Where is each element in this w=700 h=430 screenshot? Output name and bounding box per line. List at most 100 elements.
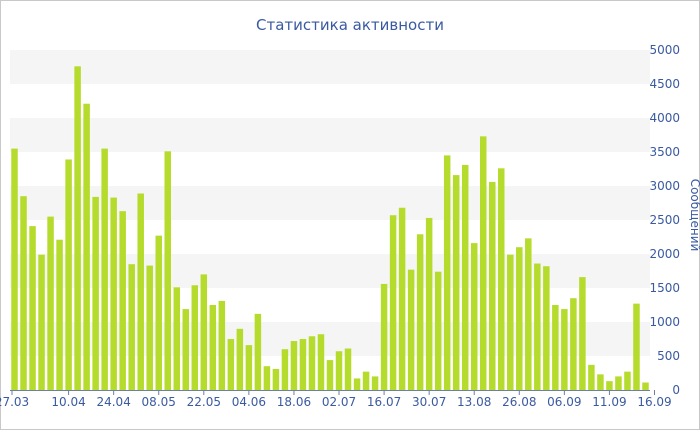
- bar: [308, 336, 316, 390]
- bar: [173, 287, 181, 390]
- bar: [380, 283, 388, 390]
- bar: [74, 66, 81, 390]
- y-tick-label: 4500: [649, 77, 680, 91]
- bar: [65, 159, 72, 390]
- bar: [561, 309, 568, 390]
- bar: [434, 271, 442, 390]
- bar: [335, 351, 343, 390]
- bar: [101, 148, 108, 390]
- bar: [371, 376, 379, 390]
- y-axis-ticks: 0 500 1000 1500 2000 2500 3000 3500 4000 4500 5000: [649, 43, 680, 397]
- chart-title: Статистика активности: [256, 16, 444, 34]
- x-tick-label: 04.06: [232, 395, 266, 409]
- bar: [489, 181, 496, 390]
- bar: [543, 266, 550, 390]
- x-tick-label: 06.09: [547, 395, 581, 409]
- x-tick-label: 24.04: [96, 395, 130, 409]
- grid-band: [10, 50, 650, 84]
- bar: [299, 339, 307, 390]
- bar: [290, 341, 298, 390]
- bar: [209, 305, 217, 390]
- bar: [642, 382, 649, 390]
- x-tick-label: 10.04: [51, 395, 85, 409]
- bar: [507, 254, 514, 390]
- bar: [552, 305, 559, 390]
- bar: [128, 264, 135, 390]
- bar: [615, 376, 622, 390]
- x-tick-label: 08.05: [142, 395, 176, 409]
- bar: [597, 374, 604, 390]
- bar: [525, 238, 532, 390]
- bar: [245, 345, 253, 390]
- bar: [92, 196, 99, 390]
- y-tick-label: 5000: [649, 43, 680, 57]
- y-tick-label: 500: [657, 349, 680, 363]
- bar: [452, 175, 460, 390]
- bar: [47, 216, 54, 390]
- bar: [407, 269, 415, 390]
- x-tick-label: 16.09: [637, 395, 671, 409]
- grid-band: [10, 118, 650, 152]
- bar: [119, 211, 126, 390]
- bar: [317, 334, 325, 390]
- bars: [11, 66, 649, 390]
- bar: [281, 349, 289, 390]
- bar: [164, 151, 171, 390]
- bar: [56, 239, 63, 390]
- bar: [218, 300, 226, 390]
- bar: [200, 274, 208, 390]
- bar: [588, 364, 595, 390]
- bar: [83, 103, 90, 390]
- bar: [353, 378, 361, 390]
- bar: [579, 277, 586, 390]
- y-tick-label: 2000: [649, 247, 680, 261]
- y-tick-label: 0: [672, 383, 680, 397]
- bar: [498, 168, 505, 390]
- bar: [470, 243, 478, 390]
- bar: [146, 265, 153, 390]
- bar: [263, 366, 271, 390]
- bar: [20, 196, 27, 390]
- bar: [137, 193, 144, 390]
- bar: [236, 328, 244, 390]
- bar: [272, 368, 280, 390]
- y-axis-label: Сообщений: [688, 179, 700, 252]
- bar: [461, 164, 469, 390]
- bar: [606, 381, 613, 390]
- bar: [191, 285, 199, 390]
- bar: [398, 207, 406, 390]
- bar: [344, 348, 352, 390]
- x-tick-label: 13.08: [457, 395, 491, 409]
- bar: [182, 309, 190, 390]
- bar: [254, 313, 262, 390]
- y-tick-label: 1500: [649, 281, 680, 295]
- bar: [534, 263, 541, 390]
- bar: [416, 234, 424, 390]
- bar: [11, 148, 18, 390]
- x-tick-label: 26.08: [502, 395, 536, 409]
- bar: [389, 215, 397, 390]
- bar: [516, 247, 523, 390]
- bar: [155, 235, 162, 390]
- y-tick-label: 4000: [649, 111, 680, 125]
- bar: [633, 303, 640, 390]
- x-tick-label: 11.09: [592, 395, 626, 409]
- bar: [29, 226, 36, 390]
- bar: [227, 339, 235, 390]
- y-tick-label: 3000: [649, 179, 680, 193]
- bar: [425, 217, 433, 390]
- y-tick-label: 2500: [649, 213, 680, 227]
- bar: [443, 155, 451, 390]
- bar: [110, 197, 117, 390]
- bar: [38, 254, 45, 390]
- bar: [570, 298, 577, 390]
- bar: [362, 371, 370, 390]
- x-tick-label: 02.07: [322, 395, 356, 409]
- x-tick-label: 18.06: [277, 395, 311, 409]
- x-tick-label: 27.03: [0, 395, 29, 409]
- x-tick-label: 16.07: [367, 395, 401, 409]
- x-axis-ticks: 27.03 10.04 24.04 08.05 22.05 04.06 18.06 02.07…: [0, 390, 672, 409]
- bar: [479, 136, 487, 390]
- y-tick-label: 3500: [649, 145, 680, 159]
